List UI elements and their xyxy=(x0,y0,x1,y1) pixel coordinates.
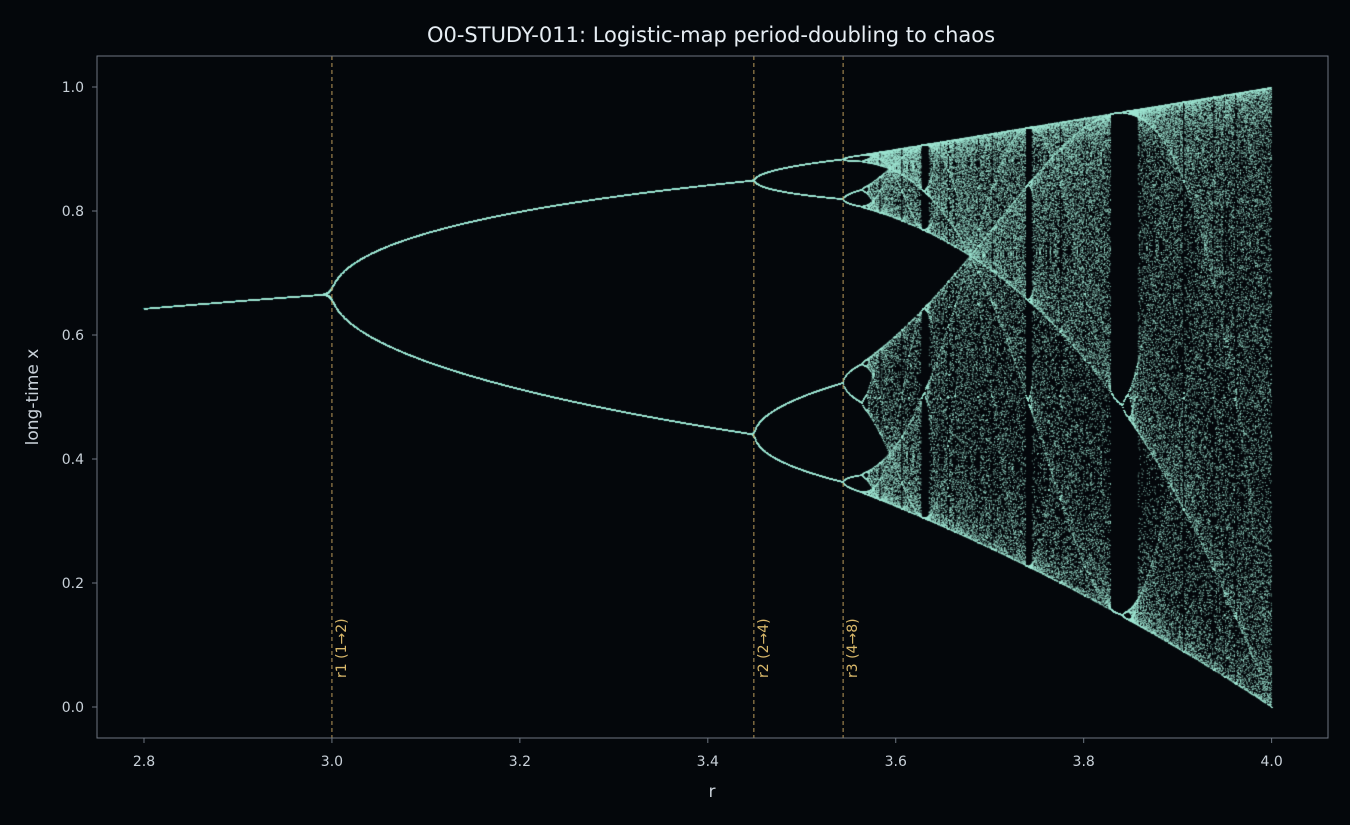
x-tick-label: 4.0 xyxy=(1260,754,1282,770)
y-tick-label: 0.0 xyxy=(62,700,84,716)
x-tick-label: 2.8 xyxy=(133,754,155,770)
x-tick-label: 3.2 xyxy=(509,754,531,770)
y-tick-label: 0.2 xyxy=(62,576,84,592)
y-tick-label: 0.8 xyxy=(62,204,84,220)
y-axis-ticks: 0.0 0.2 0.4 0.6 0.8 1.0 xyxy=(62,80,97,716)
x-axis-title: r xyxy=(709,782,716,802)
y-tick-label: 0.6 xyxy=(62,328,84,344)
x-tick-label: 3.6 xyxy=(885,754,907,770)
marker-label: r1 (1→2) xyxy=(334,618,350,678)
x-tick-label: 3.8 xyxy=(1073,754,1095,770)
axes-frame xyxy=(96,55,1329,739)
x-axis-ticks: 2.8 3.0 3.2 3.4 3.6 3.8 4.0 xyxy=(133,738,1283,770)
marker-label: r2 (2→4) xyxy=(756,618,772,678)
chart-title: O0-STUDY-011: Logistic-map period-doubli… xyxy=(427,23,995,47)
y-axis-title: long-time x xyxy=(23,349,43,446)
x-tick-label: 3.4 xyxy=(697,754,719,770)
y-tick-label: 1.0 xyxy=(62,80,84,96)
marker-label: r3 (4→8) xyxy=(845,618,861,678)
x-tick-label: 3.0 xyxy=(321,754,343,770)
bifurcation-markers: r1 (1→2) r2 (2→4) r3 (4→8) xyxy=(331,56,861,738)
y-tick-label: 0.4 xyxy=(62,452,84,468)
